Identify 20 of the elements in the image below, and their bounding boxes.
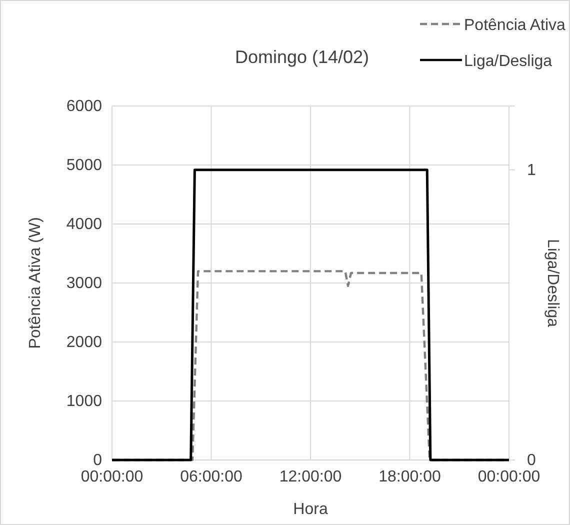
legend-label: Potência Ativa [464, 17, 566, 34]
x-tick-label: 18:00:00 [378, 468, 441, 486]
y-tick-label: 5000 [66, 157, 102, 174]
y-tick-label: 2000 [66, 334, 102, 352]
x-tick-label: 00:00:00 [80, 468, 144, 486]
x-tick-label: 00:00:00 [478, 468, 540, 486]
legend-label: Liga/Desliga [464, 53, 552, 70]
y-tick-label: 1000 [66, 393, 102, 410]
y-tick-label: 0 [93, 452, 102, 470]
x-tick-label: 06:00:00 [180, 468, 242, 486]
y2-tick-label: 0 [527, 452, 536, 470]
x-axis-title: Hora [293, 501, 328, 518]
y-tick-label: 6000 [66, 98, 102, 116]
y2-axis-title: Liga/Desliga [544, 238, 561, 328]
x-tick-label: 12:00:00 [279, 468, 342, 486]
y-axis-title: Potência Ativa (W) [27, 217, 44, 349]
y-tick-label: 3000 [66, 275, 102, 292]
y2-tick-label: 1 [527, 162, 536, 179]
y-tick-label: 4000 [66, 216, 102, 234]
chart-title: Domingo (14/02) [234, 47, 370, 67]
